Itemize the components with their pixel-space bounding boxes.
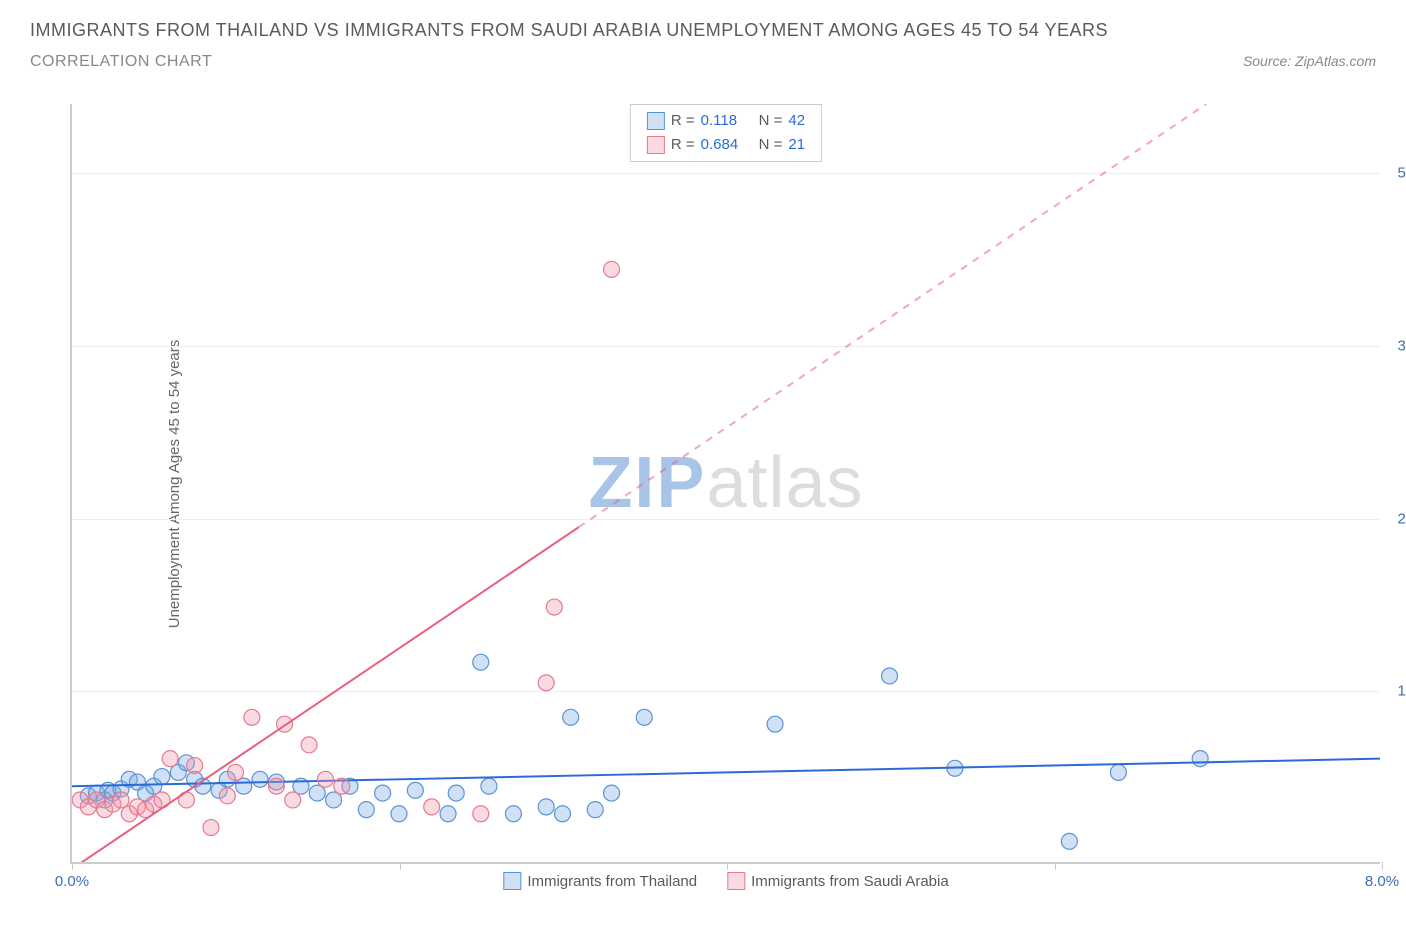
data-point: [538, 799, 554, 815]
series-label-1: Immigrants from Saudi Arabia: [751, 873, 949, 890]
y-tick-label: 50.0%: [1397, 165, 1406, 182]
trend-line-dashed: [579, 104, 1206, 527]
data-point: [407, 782, 423, 798]
plot-region: ZIPatlas R = 0.118 N = 42 R = 0.684 N = …: [70, 104, 1380, 864]
r-value-1: 0.684: [701, 133, 753, 157]
scatter-svg: [72, 104, 1380, 862]
x-tick: [72, 862, 73, 870]
data-point: [555, 806, 571, 822]
series-legend: Immigrants from Thailand Immigrants from…: [503, 872, 948, 890]
r-value-0: 0.118: [701, 109, 753, 133]
data-point: [317, 771, 333, 787]
n-value-0: 42: [788, 109, 805, 133]
data-point: [326, 792, 342, 808]
subtitle-row: CORRELATION CHART Source: ZipAtlas.com: [30, 53, 1376, 71]
legend-swatch-0: [647, 112, 665, 130]
data-point: [424, 799, 440, 815]
data-point: [604, 785, 620, 801]
series-legend-item-1: Immigrants from Saudi Arabia: [727, 872, 949, 890]
data-point: [236, 778, 252, 794]
data-point: [563, 709, 579, 725]
data-point: [113, 792, 129, 808]
data-point: [604, 261, 620, 277]
data-point: [587, 802, 603, 818]
data-point: [546, 599, 562, 615]
data-point: [162, 751, 178, 767]
data-point: [538, 675, 554, 691]
data-point: [440, 806, 456, 822]
chart-title: IMMIGRANTS FROM THAILAND VS IMMIGRANTS F…: [30, 18, 1376, 43]
data-point: [244, 709, 260, 725]
data-point: [203, 820, 219, 836]
data-point: [481, 778, 497, 794]
n-label-1: N =: [759, 133, 783, 157]
data-point: [334, 778, 350, 794]
n-value-1: 21: [788, 133, 805, 157]
data-point: [505, 806, 521, 822]
data-point: [301, 737, 317, 753]
source-attribution: Source: ZipAtlas.com: [1243, 53, 1376, 69]
data-point: [268, 778, 284, 794]
data-point: [636, 709, 652, 725]
data-point: [1192, 751, 1208, 767]
y-tick-label: 37.5%: [1397, 337, 1406, 354]
legend-swatch-1: [647, 136, 665, 154]
legend-row-1: R = 0.684 N = 21: [647, 133, 805, 157]
data-point: [285, 792, 301, 808]
series-legend-item-0: Immigrants from Thailand: [503, 872, 697, 890]
n-label-0: N =: [759, 109, 783, 133]
data-point: [154, 769, 170, 785]
data-point: [1110, 764, 1126, 780]
x-tick-label: 8.0%: [1365, 873, 1399, 890]
series-swatch-0: [503, 872, 521, 890]
chart-header: IMMIGRANTS FROM THAILAND VS IMMIGRANTS F…: [0, 0, 1406, 71]
x-tick: [727, 862, 728, 870]
y-tick-label: 25.0%: [1397, 510, 1406, 527]
data-point: [187, 758, 203, 774]
data-point: [882, 668, 898, 684]
x-tick: [1055, 862, 1056, 870]
chart-subtitle: CORRELATION CHART: [30, 53, 212, 71]
correlation-legend: R = 0.118 N = 42 R = 0.684 N = 21: [630, 104, 822, 162]
chart-area: Unemployment Among Ages 45 to 54 years Z…: [70, 104, 1380, 864]
data-point: [448, 785, 464, 801]
data-point: [473, 806, 489, 822]
data-point: [473, 654, 489, 670]
data-point: [309, 785, 325, 801]
series-swatch-1: [727, 872, 745, 890]
legend-row-0: R = 0.118 N = 42: [647, 109, 805, 133]
data-point: [219, 788, 235, 804]
x-tick: [400, 862, 401, 870]
data-point: [767, 716, 783, 732]
data-point: [358, 802, 374, 818]
data-point: [391, 806, 407, 822]
series-label-0: Immigrants from Thailand: [527, 873, 697, 890]
data-point: [252, 771, 268, 787]
x-tick-label: 0.0%: [55, 873, 89, 890]
r-label-0: R =: [671, 109, 695, 133]
y-tick-label: 12.5%: [1397, 683, 1406, 700]
r-label-1: R =: [671, 133, 695, 157]
data-point: [228, 764, 244, 780]
x-tick: [1382, 862, 1383, 870]
data-point: [375, 785, 391, 801]
trend-line: [72, 759, 1380, 787]
data-point: [1061, 833, 1077, 849]
